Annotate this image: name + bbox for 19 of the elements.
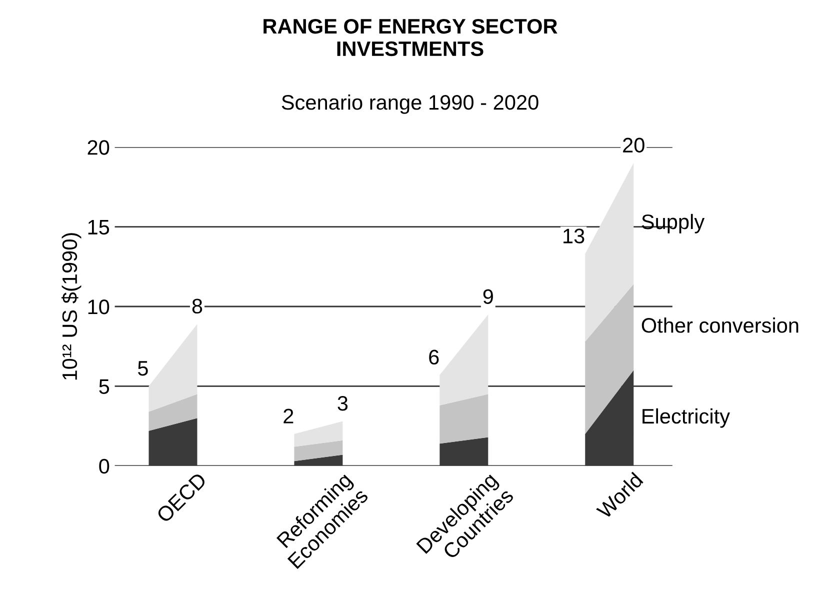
total-label: 3 [338,396,348,411]
total-label: 5 [138,361,148,376]
y-tick-label: 15 [88,220,110,235]
y-tick-label: 5 [99,379,110,394]
total-label: 2 [284,408,294,424]
total-label: 20 [623,138,644,153]
total-label: 8 [192,298,202,314]
total-label: 13 [564,228,584,244]
y-axis-title: 10¹² US $(1990) [61,233,82,380]
series-label: Supply [642,214,705,234]
chart-subtitle: Scenario range 1990 - 2020 [282,94,538,114]
total-label: 6 [429,350,439,365]
series-label: Electricity [642,408,730,428]
total-label: 9 [483,289,493,304]
chart-title: RANGE OF ENERGY SECTOR INVESTMENTS [264,18,558,56]
y-tick-label: 20 [88,140,110,155]
series-label: Other conversion [642,318,798,333]
y-tick-label: 10 [88,300,110,314]
y-tick-label: 0 [99,458,110,474]
